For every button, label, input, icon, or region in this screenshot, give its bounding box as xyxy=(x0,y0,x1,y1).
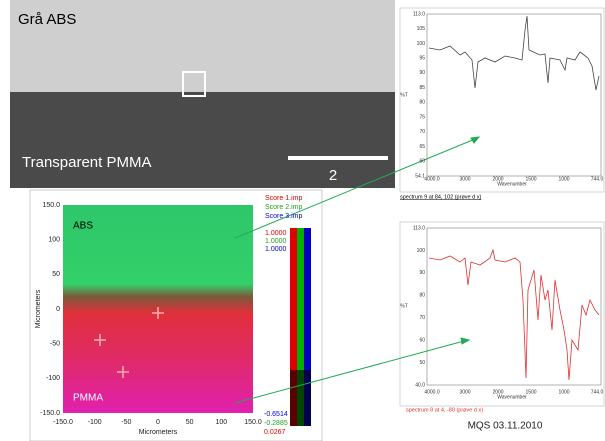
photo-label: Grå ABS xyxy=(18,11,76,28)
x-tick-label: 1000 xyxy=(558,176,569,182)
y-tick-label: 95 xyxy=(419,56,425,62)
caption: spectrum 9 at 84, 102 (prøve d x) xyxy=(400,194,481,200)
y-tick-label: 100 xyxy=(417,41,426,47)
scale-label: 2 xyxy=(329,167,337,184)
y-tick-label: 150.0 xyxy=(42,202,60,209)
spectrum-frame xyxy=(400,222,604,406)
y-axis-label: %T xyxy=(400,92,408,98)
legend-entry: Score 3.imp xyxy=(265,213,302,220)
x-tick-label: 1500 xyxy=(525,389,536,395)
photo-label: Transparent PMMA xyxy=(22,154,152,171)
y-tick-label: 105 xyxy=(417,26,426,32)
y-tick-label: 40.0 xyxy=(415,382,425,388)
photo-bottom xyxy=(10,92,395,188)
colorbar-shade xyxy=(290,370,311,426)
y-tick-label: 90 xyxy=(419,270,425,276)
photo: Grå ABS Transparent PMMA 2 xyxy=(10,0,395,188)
y-tick-label: 0 xyxy=(56,306,60,313)
y-tick-label: 100 xyxy=(48,237,60,244)
y-tick-label: -50 xyxy=(50,341,60,348)
x-tick-label: 744.0 xyxy=(591,176,604,182)
x-tick-label: 4000.0 xyxy=(424,389,440,395)
y-tick-label: 85 xyxy=(419,85,425,91)
figure: Grå ABS Transparent PMMA 2 ABS PMMA Micr… xyxy=(0,0,605,441)
x-tick-label: 744.0 xyxy=(591,389,604,395)
y-tick-label: 80 xyxy=(419,293,425,299)
region-label: PMMA xyxy=(73,393,103,404)
x-tick-label: 3000 xyxy=(459,176,470,182)
spectrum-bottom: %T Wavenumber spectrum 8 at 4, -80 (prøv… xyxy=(400,222,604,413)
y-tick-label: 50 xyxy=(419,360,425,366)
x-tick-label: 2000 xyxy=(492,176,503,182)
y-tick-label: 100 xyxy=(417,248,426,254)
x-tick-label: 3000 xyxy=(459,389,470,395)
y-tick-label: 75 xyxy=(419,114,425,120)
x-tick-label: 1000 xyxy=(558,389,569,395)
y-tick-label: -150.0 xyxy=(40,410,60,417)
x-tick-label: 150.0 xyxy=(244,419,262,426)
x-tick-label: 2000 xyxy=(492,389,503,395)
x-tick-label: 0 xyxy=(156,419,160,426)
y-tick-label: 90 xyxy=(419,70,425,76)
y-axis-label: Micrometers xyxy=(35,289,42,328)
x-tick-label: 1500 xyxy=(525,176,536,182)
colorbar-max: 1.0000 xyxy=(265,246,287,253)
y-tick-label: 60 xyxy=(419,337,425,343)
legend-entry: Score 2.imp xyxy=(265,204,302,211)
colorbar-max: 1.0000 xyxy=(265,238,287,245)
colorbar-min: 0.0267 xyxy=(264,429,286,436)
score-map: ABS PMMA Micrometers Micrometers xyxy=(30,190,322,441)
y-tick-label: 113.0 xyxy=(413,225,425,231)
legend-entry: Score 1.imp xyxy=(265,195,302,202)
spectrum-top: %T Wavenumber spectrum 9 at 84, 102 (prø… xyxy=(400,8,604,200)
region-label: ABS xyxy=(73,221,93,232)
x-tick-label: -100 xyxy=(88,419,102,426)
spectrum-frame xyxy=(400,8,604,192)
y-tick-label: 50 xyxy=(52,271,60,278)
y-tick-label: -100 xyxy=(46,375,60,382)
y-tick-label: 70 xyxy=(419,129,425,135)
y-axis-label: %T xyxy=(400,303,408,309)
footer: MQS 03.11.2010 xyxy=(468,421,543,432)
colorbar-min: -0.2885 xyxy=(264,420,288,427)
x-tick-label: -150.0 xyxy=(53,419,73,426)
x-tick-label: 50 xyxy=(186,419,194,426)
x-axis-label: Micrometers xyxy=(139,429,178,436)
colorbar-min: -0.6514 xyxy=(264,411,288,418)
x-tick-label: 4000.0 xyxy=(424,176,440,182)
colorbar-max: 1.0000 xyxy=(265,230,287,237)
y-tick-label: 60 xyxy=(419,159,425,165)
y-tick-label: 65 xyxy=(419,144,425,150)
x-tick-label: 100 xyxy=(215,419,227,426)
x-tick-label: -50 xyxy=(121,419,131,426)
caption: spectrum 8 at 4, -80 (prøve d x) xyxy=(406,407,483,413)
y-tick-label: 80 xyxy=(419,100,425,106)
y-tick-label: 113.0 xyxy=(413,11,425,17)
y-tick-label: 70 xyxy=(419,315,425,321)
